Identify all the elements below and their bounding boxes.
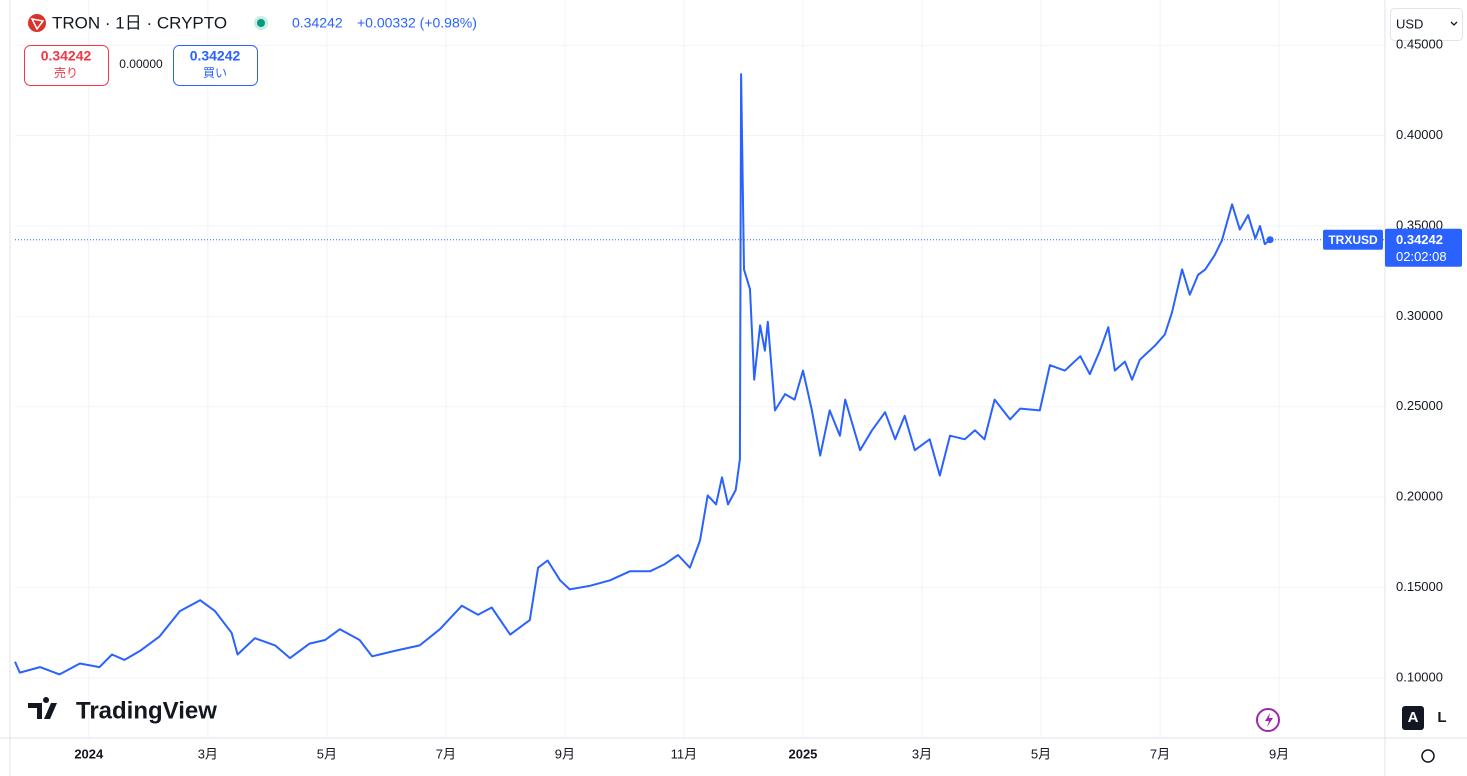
y-tick-label: 0.15000: [1396, 579, 1443, 594]
brand-logo: [28, 697, 57, 719]
x-tick-label: 11月: [671, 746, 698, 761]
x-tick-label: 3月: [912, 746, 932, 761]
sell-label: 売り: [54, 65, 78, 80]
price-line: [14, 73, 1271, 676]
currency: USD: [1396, 16, 1423, 31]
buy-button[interactable]: [173, 45, 258, 86]
x-tick-label: 2025: [788, 746, 817, 761]
x-tick-label: 5月: [1031, 746, 1051, 761]
status-dot: [257, 19, 265, 27]
price-label: 0.34242: [1396, 232, 1443, 247]
sell-price: 0.34242: [41, 48, 92, 64]
tron-icon-glyph: [30, 17, 45, 31]
symbol-title: TRON · 1日 · CRYPTO: [52, 13, 227, 32]
y-tick-label: 0.10000: [1396, 669, 1443, 684]
x-tick-label: 9月: [1269, 746, 1289, 761]
log-label[interactable]: L: [1437, 709, 1446, 726]
y-tick-label: 0.35000: [1396, 217, 1443, 232]
price-badge: [1385, 228, 1462, 267]
auto-button[interactable]: [1402, 706, 1424, 730]
x-tick-label: 2024: [74, 746, 104, 761]
ticker-badge: [1323, 229, 1383, 250]
change: +0.00332 (+0.98%): [357, 15, 477, 31]
brand: TradingView: [76, 697, 217, 724]
chevron: [1450, 21, 1458, 26]
y-tick-label: 0.30000: [1396, 308, 1443, 323]
y-tick-label: 0.25000: [1396, 398, 1443, 413]
x-tick-label: 7月: [1150, 746, 1170, 761]
spread: 0.00000: [119, 57, 163, 71]
buy-price: 0.34242: [190, 48, 241, 64]
x-tick-label: 5月: [317, 746, 337, 761]
x-tick-label: 9月: [555, 746, 575, 761]
x-tick-label: 3月: [198, 746, 218, 761]
ticker: TRXUSD: [1328, 233, 1378, 247]
buy-label: 買い: [203, 66, 227, 80]
y-tick-label: 0.40000: [1396, 127, 1443, 142]
y-tick-label: 0.20000: [1396, 489, 1443, 504]
last-point: [1266, 236, 1274, 244]
last-price: 0.34242: [292, 15, 343, 31]
auto-label: A: [1408, 709, 1419, 726]
settings-icon[interactable]: [1421, 749, 1435, 763]
x-tick-label: 7月: [436, 746, 456, 761]
flash-glyph: [1265, 713, 1273, 727]
countdown: 02:02:08: [1396, 249, 1447, 264]
y-tick-label: 0.45000: [1396, 37, 1443, 52]
sell-button[interactable]: [24, 45, 109, 86]
currency-select[interactable]: [1390, 8, 1463, 41]
